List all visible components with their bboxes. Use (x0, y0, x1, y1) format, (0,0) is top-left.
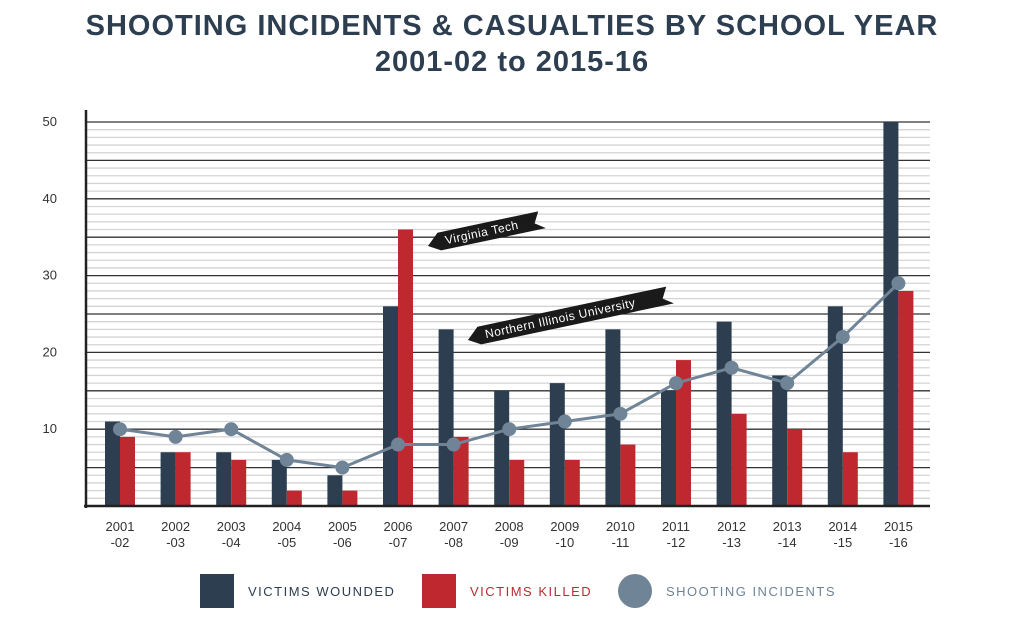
bar-victims-wounded (772, 375, 788, 506)
bar-victims-killed (564, 459, 580, 506)
bar-victims-killed (453, 436, 469, 506)
point-shooting-incidents (168, 429, 183, 444)
legend-swatch-incidents (618, 574, 652, 608)
bar-victims-wounded (661, 390, 676, 506)
x-tick-label: 2005 -06 (328, 519, 357, 550)
bar-victims-killed (509, 459, 525, 506)
point-shooting-incidents (113, 422, 127, 437)
annotation-arrow-shape (428, 211, 546, 251)
y-tick-label: 10 (43, 421, 57, 436)
bar-victims-wounded (105, 421, 120, 506)
bar-victims-killed (175, 452, 191, 506)
bar-victims-killed (898, 290, 914, 506)
y-tick-label: 40 (43, 191, 57, 206)
point-shooting-incidents (502, 422, 517, 437)
point-shooting-incidents (557, 414, 572, 429)
y-tick-label: 20 (43, 344, 57, 359)
point-shooting-incidents (224, 422, 239, 437)
legend-label-killed: VICTIMS KILLED (470, 583, 593, 599)
point-shooting-incidents (835, 330, 850, 345)
point-shooting-incidents (613, 406, 628, 421)
bar-victims-killed (620, 444, 636, 506)
annotation-arrow-shape (468, 286, 674, 345)
x-tick-label: 2012 -13 (717, 519, 746, 550)
x-tick-label: 2013 -14 (773, 519, 802, 550)
bar-victims-killed (231, 459, 247, 506)
bar-victims-wounded (216, 452, 232, 506)
x-tick-label: 2015 -16 (884, 519, 913, 550)
point-shooting-incidents (724, 360, 739, 375)
point-shooting-incidents (669, 376, 683, 391)
bar-victims-wounded (883, 122, 899, 506)
bar-victims-wounded (827, 306, 843, 506)
bar-victims-wounded (383, 306, 398, 506)
chart-title: SHOOTING INCIDENTS & CASUALTIES BY SCHOO… (85, 10, 939, 42)
point-shooting-incidents (891, 276, 906, 291)
bar-victims-killed (787, 429, 803, 506)
bar-victims-wounded (438, 329, 454, 506)
x-tick-label: 2010 -11 (606, 519, 635, 550)
bar-victims-killed (398, 229, 413, 506)
x-tick-label: 2008 -09 (495, 519, 524, 550)
bar-victims-killed (676, 360, 691, 506)
bar-victims-wounded (605, 329, 621, 506)
x-tick-label: 2002 -03 (161, 519, 190, 550)
bar-victims-killed (120, 436, 135, 506)
bar-victims-killed (286, 490, 302, 506)
bar-victims-wounded (716, 321, 732, 506)
bar-victims-wounded (494, 390, 510, 506)
x-tick-label: 2009 -10 (550, 519, 579, 550)
bar-victims-killed (342, 490, 358, 506)
legend-swatch-killed (422, 574, 456, 608)
x-tick-label: 2007 -08 (439, 519, 468, 550)
chart-subtitle: 2001-02 to 2015-16 (374, 46, 650, 78)
bar-victims-wounded (327, 475, 343, 506)
legend-item-wounded: VICTIMS WOUNDED (200, 574, 395, 608)
bar-victims-wounded (160, 452, 176, 506)
point-shooting-incidents (335, 460, 350, 475)
x-tick-label: 2003 -04 (217, 519, 246, 550)
legend-label-wounded: VICTIMS WOUNDED (248, 583, 396, 599)
x-tick-label: 2014 -15 (828, 519, 857, 550)
y-tick-label: 30 (43, 268, 57, 283)
x-tick-label: 2004 -05 (272, 519, 301, 550)
y-tick-label: 50 (43, 114, 57, 129)
x-tick-label: 2001 -02 (106, 519, 135, 550)
x-tick-label: 2006 -07 (384, 519, 413, 550)
x-tick-label: 2011 -12 (662, 519, 690, 550)
annotation-banner: Virginia Tech (428, 211, 546, 251)
bar-victims-killed (842, 452, 858, 506)
legend-label-incidents: SHOOTING INCIDENTS (666, 583, 837, 599)
point-shooting-incidents (780, 376, 795, 391)
legend-item-incidents: SHOOTING INCIDENTS (618, 574, 836, 608)
point-shooting-incidents (391, 437, 405, 452)
point-shooting-incidents (279, 452, 294, 467)
legend-swatch-wounded (200, 574, 234, 608)
point-shooting-incidents (446, 437, 461, 452)
bar-victims-wounded (271, 459, 287, 506)
bar-victims-wounded (549, 383, 565, 506)
bar-victims-killed (731, 413, 747, 506)
legend-item-killed: VICTIMS KILLED (422, 574, 592, 608)
